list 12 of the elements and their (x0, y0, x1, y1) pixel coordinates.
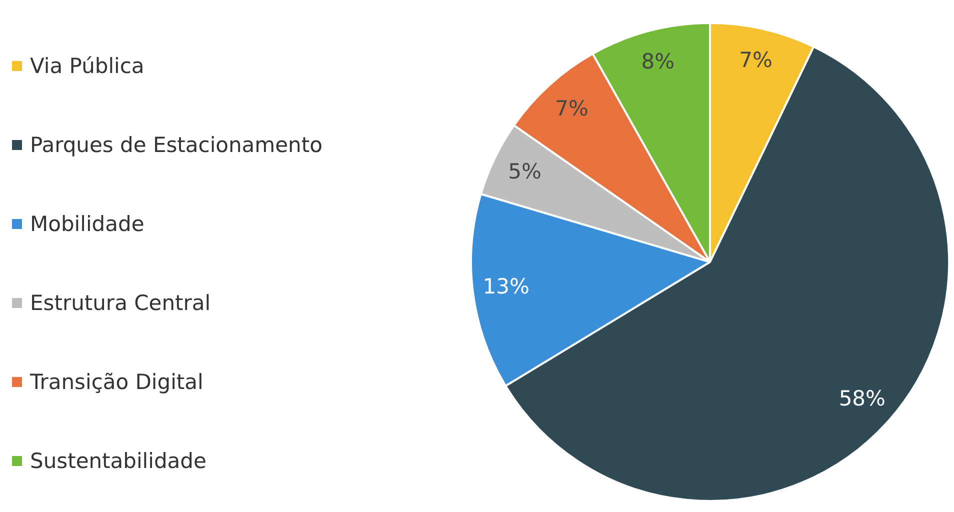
data-label: 13% (482, 274, 530, 299)
legend-label: Parques de Estacionamento (30, 133, 322, 157)
data-label: 58% (838, 386, 886, 411)
legend-label: Transição Digital (30, 370, 204, 394)
data-label: 7% (555, 96, 588, 120)
data-label: 5% (508, 159, 542, 184)
legend-label: Estrutura Central (30, 291, 211, 315)
data-label: 7% (739, 48, 772, 72)
data-label: 8% (641, 50, 675, 74)
legend-label: Sustentabilidade (30, 449, 206, 473)
legend-label: Via Pública (30, 54, 144, 78)
legend-label: Mobilidade (30, 212, 144, 236)
